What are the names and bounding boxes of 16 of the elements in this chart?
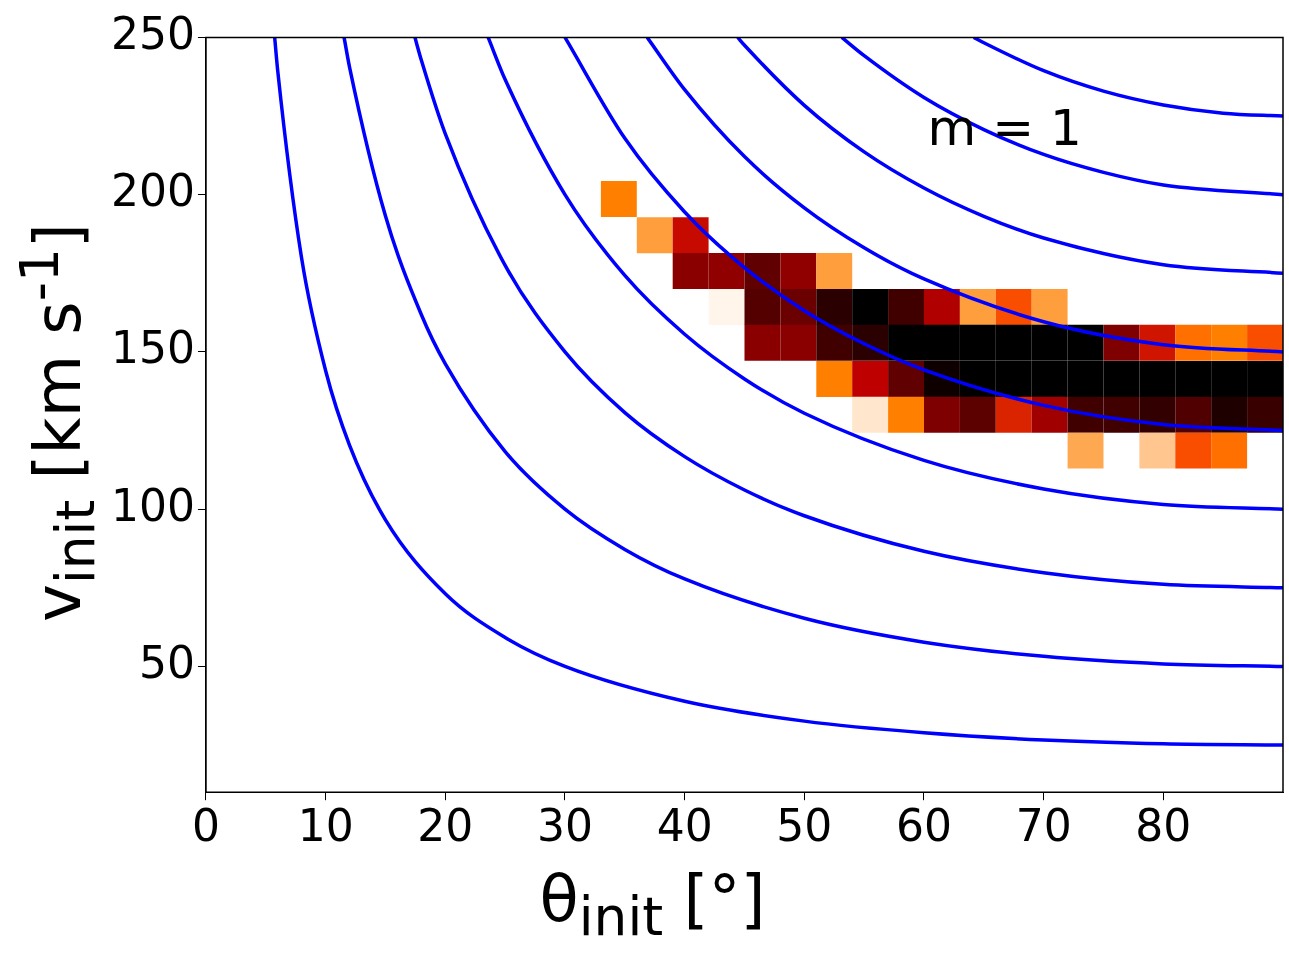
y-tick-label: 150 (111, 322, 195, 374)
x-tick-label: 70 (1015, 800, 1072, 852)
x-tick-label: 40 (656, 800, 713, 852)
y-tick-label: 100 (111, 479, 195, 531)
y-tick-label: 250 (111, 7, 195, 59)
x-tick-label: 30 (536, 800, 593, 852)
x-tick-label: 10 (297, 800, 354, 852)
x-tick-label: 60 (895, 800, 952, 852)
x-tick-label: 80 (1135, 800, 1192, 852)
x-tick-label: 50 (776, 800, 833, 852)
y-tick-label: 50 (138, 636, 195, 688)
y-tick-label: 200 (111, 165, 195, 217)
x-tick-label: 20 (417, 800, 474, 852)
annotation: m = 1 (927, 98, 1082, 157)
x-axis-title: θ$_{init}$ [°] (538, 862, 767, 948)
x-tick-label: 0 (191, 800, 220, 852)
